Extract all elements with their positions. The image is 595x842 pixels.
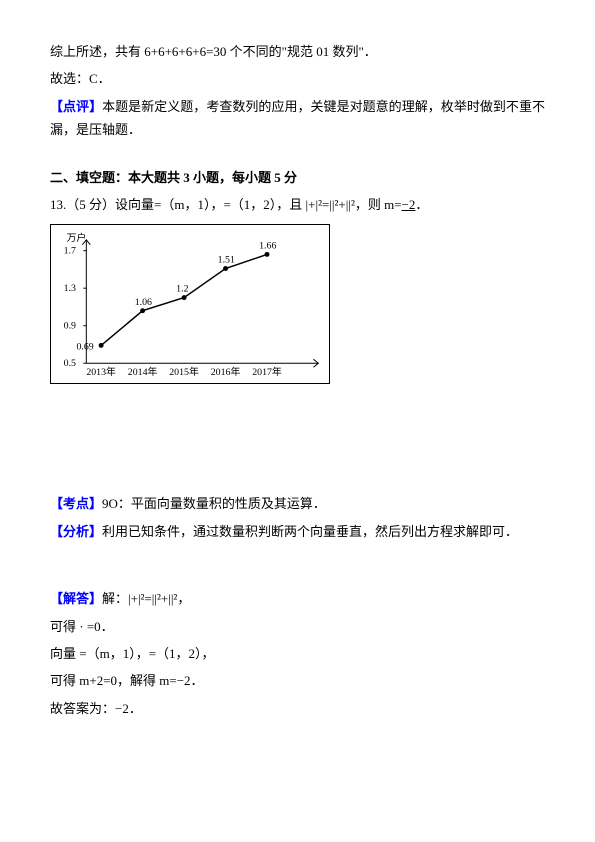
label-kaodian: 【考点】 [50,496,102,511]
svg-text:1.2: 1.2 [176,284,188,295]
para-step2: 可得 · =0． [50,615,545,638]
svg-text:1.51: 1.51 [218,255,235,266]
q13-line: 13.（5 分）设向量=（m，1），=（1，2），且 |+|²=||²+||²，… [50,193,545,216]
para-kaodian: 【考点】9O：平面向量数量积的性质及其运算． [50,492,545,515]
svg-text:2017年: 2017年 [252,365,282,378]
line-chart: 万户 0.5 0.9 1.3 1.7 2013年 2014年 2015年 2016年 2017年 0… [50,224,330,384]
text-kaodian: 9O：平面向量数量积的性质及其运算． [102,496,326,511]
q13-end: ． [415,197,428,212]
svg-text:2016年: 2016年 [211,365,241,378]
svg-text:1.3: 1.3 [64,284,76,295]
section-header: 二、填空题：本大题共 3 小题，每小题 5 分 [50,166,545,189]
para-fenxi: 【分析】利用已知条件，通过数量积判断两个向量垂直，然后列出方程求解即可． [50,520,545,543]
para-jieda: 【解答】解：|+|²=||²+||²， [50,587,545,610]
para-answer-c: 故选：C． [50,67,545,90]
svg-text:1.06: 1.06 [135,297,152,308]
svg-text:2013年: 2013年 [86,365,116,378]
para-step5: 故答案为：−2． [50,697,545,720]
label-jieda: 【解答】 [50,591,102,606]
svg-text:万户: 万户 [67,231,87,244]
para-summary: 综上所述，共有 6+6+6+6+6=30 个不同的"规范 01 数列"． [50,40,545,63]
label-comment: 【点评】 [50,99,102,114]
q13-title: 13.（5 分）设向量 [50,197,154,212]
svg-text:2015年: 2015年 [169,365,199,378]
svg-text:2014年: 2014年 [128,365,158,378]
svg-text:0.9: 0.9 [64,321,76,332]
chart-svg: 万户 0.5 0.9 1.3 1.7 2013年 2014年 2015年 2016年 2017年 0… [51,225,329,383]
label-fenxi: 【分析】 [50,524,102,539]
q13-answer: −2 [402,197,416,212]
para-comment: 【点评】本题是新定义题，考查数列的应用，关键是对题意的理解，枚举时做到不重不漏，… [50,95,545,142]
svg-text:1.7: 1.7 [64,246,76,257]
svg-text:0.69: 0.69 [76,342,93,353]
text-fenxi: 利用已知条件，通过数量积判断两个向量垂直，然后列出方程求解即可． [102,524,518,539]
text-jieda-1: 解：|+|²=||²+||²， [102,591,190,606]
svg-text:0.5: 0.5 [64,359,76,370]
svg-text:1.66: 1.66 [259,241,276,252]
text-comment: 本题是新定义题，考查数列的应用，关键是对题意的理解，枚举时做到不重不漏，是压轴题… [50,99,545,137]
para-step4: 可得 m+2=0，解得 m=−2． [50,669,545,692]
q13-body: =（m，1），=（1，2），且 |+|²=||²+||²，则 m= [154,197,402,212]
para-step3: 向量 =（m，1），=（1，2）， [50,642,545,665]
